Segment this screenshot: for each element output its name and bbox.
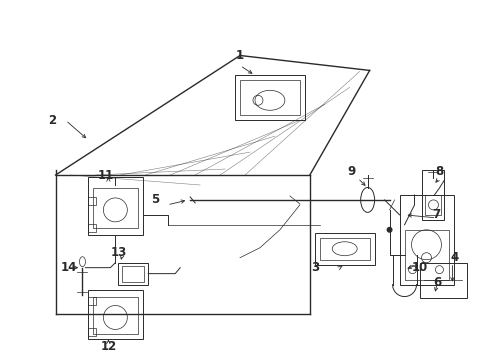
Text: 8: 8 (435, 165, 443, 177)
Text: 9: 9 (347, 165, 356, 177)
Bar (89, 224, 97, 232)
Text: 4: 4 (450, 251, 459, 264)
Text: 5: 5 (151, 193, 159, 206)
Bar (94, 188, 138, 228)
Text: 10: 10 (412, 261, 428, 274)
Bar (89, 297, 97, 305)
Bar (240, 80, 300, 115)
Text: 14: 14 (60, 261, 77, 274)
Text: 13: 13 (110, 246, 126, 259)
Circle shape (387, 227, 392, 233)
Bar (89, 177, 143, 235)
Bar (122, 266, 144, 282)
Text: 6: 6 (433, 276, 441, 289)
Text: 11: 11 (98, 168, 114, 181)
Bar (119, 263, 148, 285)
Text: 12: 12 (100, 340, 117, 353)
Bar (320, 238, 369, 260)
Text: 7: 7 (432, 208, 441, 221)
Text: 1: 1 (236, 49, 244, 62)
Bar (399, 195, 454, 285)
Text: 3: 3 (311, 261, 319, 274)
Bar (89, 197, 97, 205)
Bar (235, 75, 305, 120)
Bar (89, 328, 97, 336)
Bar (425, 195, 441, 215)
Bar (405, 230, 449, 280)
Bar (94, 297, 138, 334)
Bar (315, 233, 375, 265)
Bar (419, 263, 467, 298)
Text: 2: 2 (49, 114, 57, 127)
Bar (89, 289, 143, 339)
Bar (422, 170, 444, 220)
